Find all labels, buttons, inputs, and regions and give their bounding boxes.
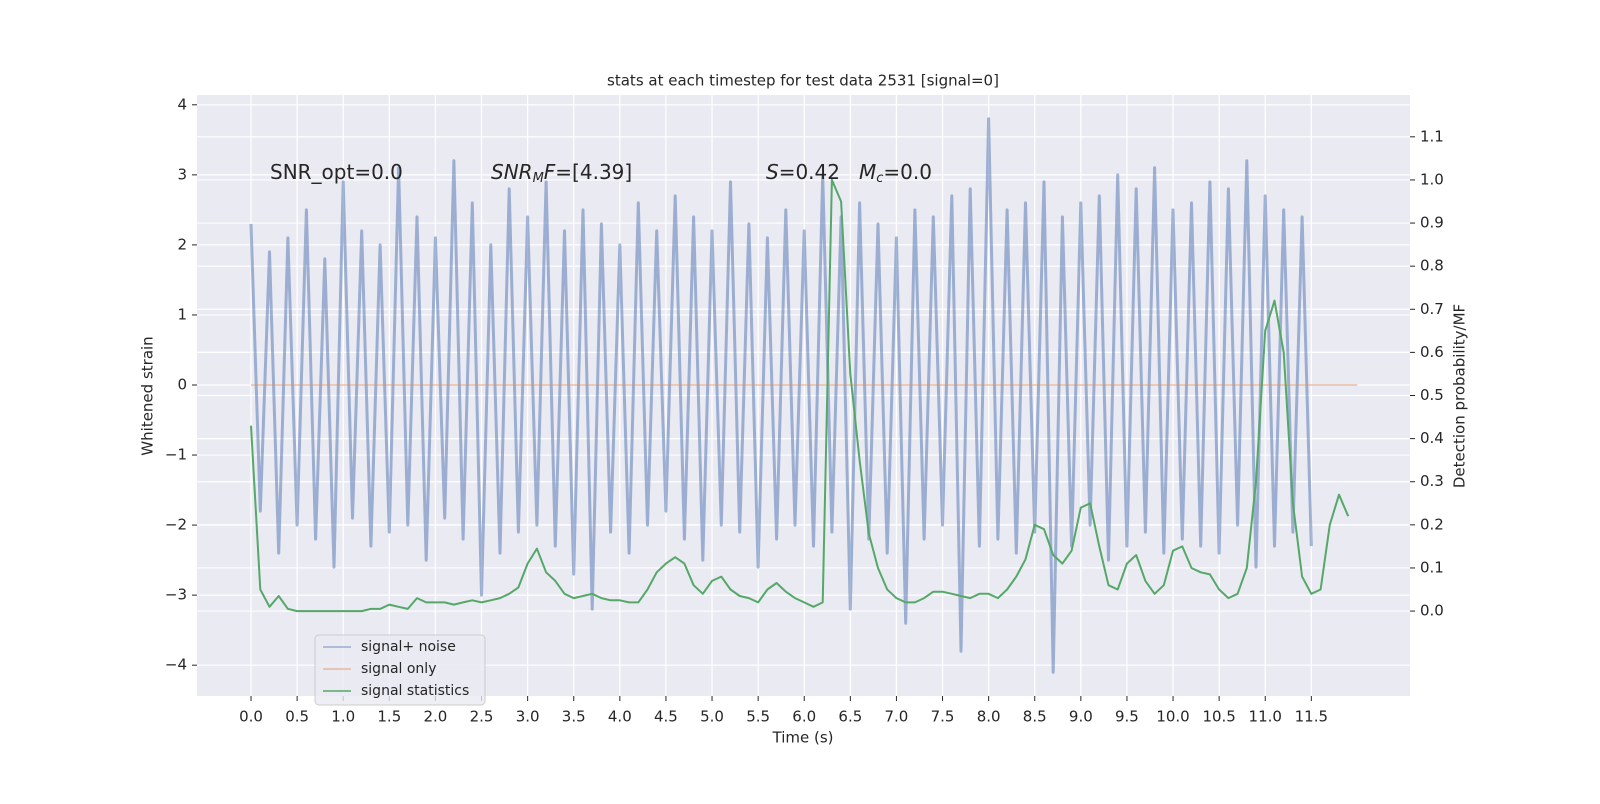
x-tick-label: 9.5 xyxy=(1115,708,1139,726)
annotation-part: M xyxy=(533,171,544,186)
y2-tick-label: 0.9 xyxy=(1420,214,1444,232)
x-tick-label: 6.5 xyxy=(838,708,862,726)
legend-label: signal statistics xyxy=(361,683,469,699)
legend-box xyxy=(314,634,486,706)
y2-tick-label: 0.7 xyxy=(1420,300,1444,318)
annotation-part: c xyxy=(876,171,883,186)
y2-tick-label: 0.3 xyxy=(1420,472,1444,490)
y-tick-label: −4 xyxy=(165,656,187,674)
y-tick-label: 1 xyxy=(177,305,187,323)
y2-tick-label: 0.6 xyxy=(1420,343,1444,361)
y-tick-label: −1 xyxy=(165,446,187,464)
annotation-part: =0.0 xyxy=(883,160,932,184)
y2-tick-label: 0.1 xyxy=(1420,558,1444,576)
y2-tick-label: 1.1 xyxy=(1420,127,1444,145)
x-tick-label: 4.0 xyxy=(608,708,632,726)
series-line xyxy=(250,178,1350,613)
y2-tick-label: 0.8 xyxy=(1420,257,1444,275)
x-tick-label: 6.0 xyxy=(792,708,816,726)
annotation-part: =[4.39] xyxy=(555,160,632,184)
y-tick-label: 0 xyxy=(177,375,187,393)
annotation-part: SNR_opt=0.0 xyxy=(270,160,403,184)
x-tick-label: 1.0 xyxy=(331,708,355,726)
x-tick-label: 9.0 xyxy=(1069,708,1093,726)
annotation-part: SNR xyxy=(491,160,533,184)
x-tick-label: 7.0 xyxy=(885,708,909,726)
legend-label: signal+ noise xyxy=(361,639,456,655)
x-tick-label: 2.5 xyxy=(470,708,494,726)
annotation-part: S xyxy=(766,160,779,184)
y2-tick-label: 1.0 xyxy=(1420,170,1444,188)
y2-tick-label: 0.5 xyxy=(1420,386,1444,404)
x-tick-label: 10.0 xyxy=(1156,708,1189,726)
x-tick-label: 11.5 xyxy=(1295,708,1328,726)
y2-axis-label: Detection probability/MF xyxy=(1451,304,1469,488)
x-tick-label: 4.5 xyxy=(654,708,678,726)
x-tick-label: 5.5 xyxy=(746,708,770,726)
marks xyxy=(249,117,1358,674)
x-tick-label: 1.5 xyxy=(377,708,401,726)
annotation-part: F xyxy=(544,160,556,184)
x-tick-label: 8.5 xyxy=(1023,708,1047,726)
x-tick-label: 2.0 xyxy=(424,708,448,726)
y2-tick-label: 0.2 xyxy=(1420,515,1444,533)
legend-label: signal only xyxy=(361,661,436,677)
annotation: S=0.42 xyxy=(766,160,840,184)
x-tick-label: 3.5 xyxy=(562,708,586,726)
annotation-part: M xyxy=(859,160,876,184)
annotation: SNRMF=[4.39] xyxy=(491,160,632,186)
y-tick-label: 2 xyxy=(177,235,187,253)
annotation-part: =0.42 xyxy=(779,160,840,184)
y-tick-label: −2 xyxy=(165,516,187,534)
series-line xyxy=(249,117,1313,674)
y-tick-label: 3 xyxy=(177,165,187,183)
x-tick-label: 0.5 xyxy=(285,708,309,726)
legend: signal+ noise signal only signal statistic… xyxy=(314,634,486,706)
y-tick-label: −3 xyxy=(165,586,187,604)
x-tick-label: 0.0 xyxy=(239,708,263,726)
annotation: Mc=0.0 xyxy=(859,160,932,186)
x-tick-label: 7.5 xyxy=(931,708,955,726)
y2-tick-label: 0.0 xyxy=(1420,602,1444,620)
y-tick-label: 4 xyxy=(177,95,187,113)
x-axis-label: Time (s) xyxy=(772,729,834,747)
y-axis-label: Whitened strain xyxy=(139,336,157,455)
chart-title: stats at each timestep for test data 253… xyxy=(607,72,999,90)
annotation: SNR_opt=0.0 xyxy=(270,160,403,184)
x-tick-label: 8.0 xyxy=(977,708,1001,726)
x-tick-label: 3.0 xyxy=(516,708,540,726)
axes: 0.0 0.5 1.0 1.5 2.0 2.5 3.0 3.5 4.0 4.5 5.0 5.5 6.0 6… xyxy=(165,95,1444,725)
x-tick-label: 10.5 xyxy=(1202,708,1235,726)
x-tick-label: 5.0 xyxy=(700,708,724,726)
x-tick-label: 11.0 xyxy=(1249,708,1282,726)
y2-tick-label: 0.4 xyxy=(1420,429,1444,447)
